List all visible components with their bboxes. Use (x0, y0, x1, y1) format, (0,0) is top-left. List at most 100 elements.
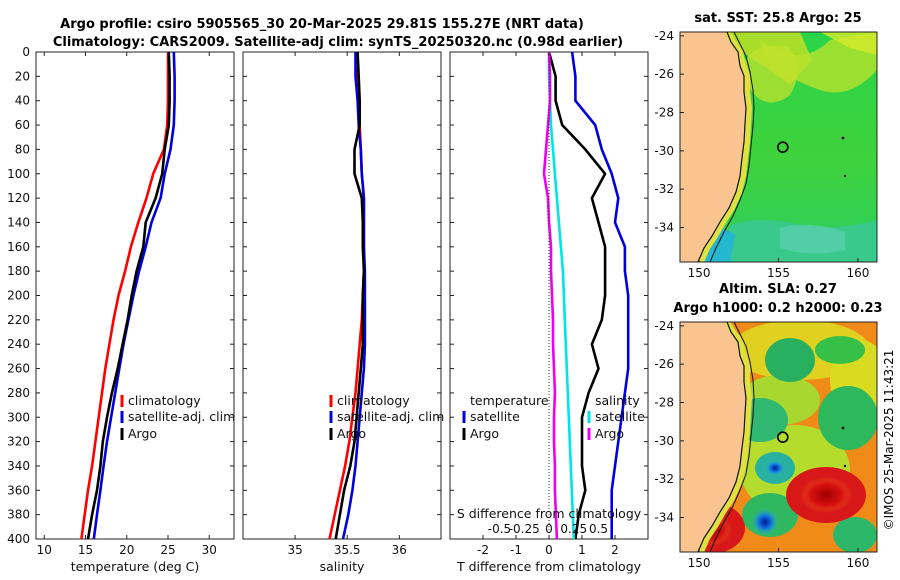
x-tick-label: 0 (545, 543, 553, 557)
sla-anomaly-blob (765, 338, 815, 382)
depth-tick-label: 280 (7, 386, 30, 400)
profile-line-argo (334, 51, 366, 540)
s-difference-axis-label: S difference from climatology (457, 506, 642, 521)
depth-tick-label: 0 (22, 45, 30, 59)
depth-tick-label: 20 (15, 69, 30, 83)
sst-argo-position-marker (776, 141, 789, 153)
sla-map (680, 322, 877, 552)
map-lat-tick-label: -26 (654, 357, 674, 371)
salinity-axes-frame (242, 51, 442, 540)
map-lon-tick-label: 155 (767, 266, 790, 280)
s-diff-tick-label: -0.5 (488, 522, 511, 536)
x-tick-label: 35.5 (334, 543, 361, 557)
map-lat-tick-label: -34 (654, 511, 674, 525)
x-tick-label: -1 (510, 543, 522, 557)
map-lat-tick-label: -28 (654, 106, 674, 120)
sst-warm-patch (820, 32, 877, 55)
depth-tick-label: 320 (7, 435, 30, 449)
depth-tick-label: 160 (7, 240, 30, 254)
sst-land (680, 32, 746, 262)
depth-tick-label: 40 (15, 94, 30, 108)
x-tick-label: 30 (202, 543, 217, 557)
profile-line-t-satellite (570, 51, 630, 539)
x-tick-label: 10 (37, 543, 52, 557)
sla-warm-eddy (800, 477, 852, 513)
sla-map-title-line2: Argo h1000: 0.2 h2000: 0.23 (673, 301, 882, 316)
temperature-axis-label: temperature (deg C) (71, 559, 200, 574)
sla-cold-eddy (751, 508, 779, 536)
depth-tick-label: 140 (7, 215, 30, 229)
legend-heading-salinity: salinity (595, 393, 640, 408)
s-diff-tick-label: 0 (545, 522, 553, 536)
depth-tick-label: 180 (7, 264, 30, 278)
sst-map-ticks: 150 155 160 -24 -26 -28 -30 -32 -34 (654, 29, 869, 280)
sst-cool-patch (780, 224, 845, 254)
sla-land (680, 322, 746, 552)
sla-island (841, 426, 845, 430)
sla-coastline (697, 322, 747, 552)
x-tick-label: 2 (611, 543, 619, 557)
map-lat-tick-label: -24 (654, 29, 674, 43)
sst-island (843, 174, 847, 178)
depth-tick-label: 380 (7, 508, 30, 522)
legend-label-t-argo: Argo (470, 426, 499, 441)
temperature-axes-frame (35, 51, 235, 540)
map-lat-tick-label: -30 (654, 434, 674, 448)
profile-line-s-argo (542, 51, 559, 540)
depth-tick-label: 400 (7, 532, 30, 546)
t-difference-axis-label: T difference from climatology (456, 559, 642, 574)
legend-label-t-satellite: satellite (470, 409, 520, 424)
x-tick-label: 20 (119, 543, 134, 557)
salinity-axis-label: salinity (320, 559, 365, 574)
sla-anomaly-blob (818, 386, 877, 450)
depth-tick-label: 80 (15, 142, 30, 156)
map-lon-tick-label: 150 (688, 556, 711, 570)
x-tick-label: 1 (578, 543, 586, 557)
profile-line-satellite-adj-clim (341, 52, 367, 540)
s-diff-tick-label: 0.5 (589, 522, 608, 536)
x-tick-label: 15 (78, 543, 93, 557)
map-lat-tick-label: -24 (654, 319, 674, 333)
sla-anomaly-blob (815, 336, 865, 364)
s-diff-tick-label: 0.25 (560, 522, 587, 536)
sla-anomaly-blob (833, 517, 877, 552)
sla-map-title-line1: Altim. SLA: 0.27 (719, 282, 837, 297)
legend-label-satellite: satellite-adj. clim (337, 409, 444, 424)
sst-shelf-band (698, 32, 753, 262)
map-lat-tick-label: -34 (654, 221, 674, 235)
x-tick-label: 35 (287, 543, 302, 557)
sst-map (680, 32, 877, 262)
map-lat-tick-label: -32 (654, 472, 674, 486)
x-tick-label: 25 (160, 543, 175, 557)
profile-line-climatology (80, 52, 170, 540)
sla-shelf-band (698, 322, 753, 552)
x-tick-label: -2 (477, 543, 489, 557)
legend-heading-temperature: temperature (470, 393, 549, 408)
depth-tick-label: 120 (7, 191, 30, 205)
map-lon-tick-label: 150 (688, 266, 711, 280)
map-lat-tick-label: -30 (654, 144, 674, 158)
sst-warm-patch (743, 45, 798, 103)
depth-tick-label: 60 (15, 118, 30, 132)
depth-tick-label: 100 (7, 167, 30, 181)
legend-label-s-argo: Argo (595, 426, 624, 441)
sla-map-ticks: 150 155 160 -24 -26 -28 -30 -32 -34 (654, 319, 869, 570)
depth-tick-label: 240 (7, 337, 30, 351)
depth-tick-label: 300 (7, 410, 30, 424)
sla-cold-eddy (765, 460, 785, 476)
sla-island (843, 464, 847, 468)
map-lon-tick-label: 155 (767, 556, 790, 570)
legend-label-climatology: climatology (337, 393, 410, 408)
map-lon-tick-label: 160 (846, 266, 869, 280)
sst-map-title: sat. SST: 25.8 Argo: 25 (694, 11, 861, 26)
depth-tick-label: 260 (7, 362, 30, 376)
profile-line-argo (86, 51, 171, 540)
sla-argo-position-marker (776, 431, 789, 443)
difference-legend-right: salinity satellite Argo (587, 393, 645, 441)
sst-depth-contour (709, 32, 755, 262)
sst-coastline (697, 32, 747, 262)
figure-title-line2: Climatology: CARS2009. Satellite-adj cli… (53, 35, 623, 50)
map-lat-tick-label: -32 (654, 182, 674, 196)
difference-legend-left: temperature satellite Argo (462, 393, 549, 441)
